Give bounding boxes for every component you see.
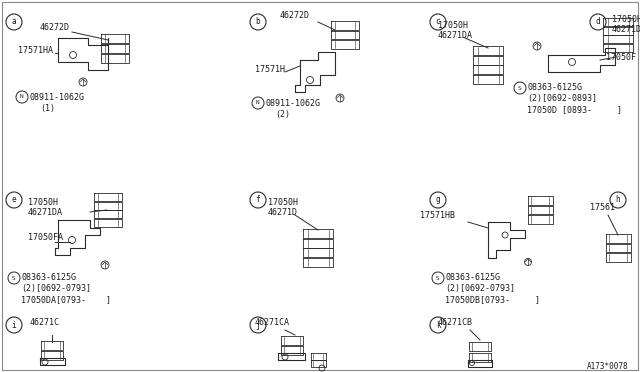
Text: 46272D: 46272D	[280, 11, 310, 20]
Text: 17571H: 17571H	[255, 65, 285, 74]
Text: 17571HA: 17571HA	[18, 46, 53, 55]
Text: S: S	[518, 86, 522, 90]
Text: g: g	[436, 196, 440, 205]
Text: k: k	[436, 321, 440, 330]
Text: 17571HB: 17571HB	[420, 211, 455, 220]
Text: e: e	[12, 196, 16, 205]
Text: 08911-1062G: 08911-1062G	[29, 93, 84, 102]
Text: 17050H: 17050H	[28, 198, 58, 207]
Text: 46271DA: 46271DA	[438, 31, 473, 40]
Text: 46272D: 46272D	[40, 23, 70, 32]
Text: S: S	[12, 276, 16, 280]
Text: 46271DA: 46271DA	[612, 25, 640, 34]
Text: (2)[0692-0893]: (2)[0692-0893]	[527, 94, 597, 103]
Text: N: N	[20, 94, 24, 99]
Text: 17050DB[0793-     ]: 17050DB[0793- ]	[445, 295, 540, 305]
Text: 17050F: 17050F	[606, 53, 636, 62]
Text: 17050DA[0793-    ]: 17050DA[0793- ]	[21, 295, 111, 305]
Text: 17050FA: 17050FA	[28, 233, 63, 242]
Text: h: h	[616, 196, 620, 205]
Text: N: N	[256, 100, 260, 106]
Text: 08363-6125G: 08363-6125G	[527, 83, 582, 93]
Text: 08911-1062G: 08911-1062G	[265, 99, 320, 108]
Text: 17050D [0893-     ]: 17050D [0893- ]	[527, 106, 622, 115]
Text: 46271C: 46271C	[30, 318, 60, 327]
Text: (2)[0692-0793]: (2)[0692-0793]	[21, 285, 91, 294]
Text: (2)[0692-0793]: (2)[0692-0793]	[445, 285, 515, 294]
Text: 46271CB: 46271CB	[438, 318, 473, 327]
Text: j: j	[256, 321, 260, 330]
Text: (2): (2)	[275, 109, 290, 119]
Text: (1): (1)	[40, 103, 55, 112]
Text: 17050H: 17050H	[438, 21, 468, 30]
Text: f: f	[256, 196, 260, 205]
Text: d: d	[596, 17, 600, 26]
Text: b: b	[256, 17, 260, 26]
Text: 17561: 17561	[590, 203, 615, 212]
Text: 46271CA: 46271CA	[255, 318, 290, 327]
Text: 08363-6125G: 08363-6125G	[445, 273, 500, 282]
Text: 08363-6125G: 08363-6125G	[21, 273, 76, 282]
Text: c: c	[436, 17, 440, 26]
Text: 17050H: 17050H	[612, 15, 640, 24]
Text: 46271D: 46271D	[268, 208, 298, 217]
Text: a: a	[12, 17, 16, 26]
Text: A173*0078: A173*0078	[586, 362, 628, 371]
Text: S: S	[436, 276, 440, 280]
Text: i: i	[12, 321, 16, 330]
Text: 46271DA: 46271DA	[28, 208, 63, 217]
Text: 17050H: 17050H	[268, 198, 298, 207]
